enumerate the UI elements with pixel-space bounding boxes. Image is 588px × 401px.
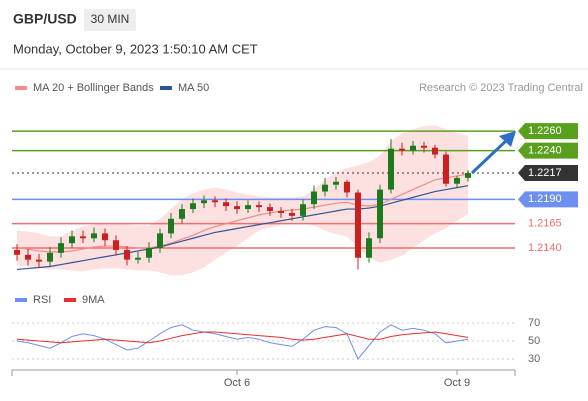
legend-swatch xyxy=(160,86,172,90)
candle-body xyxy=(36,259,42,262)
arrow-shaft xyxy=(470,137,510,175)
indicator-line xyxy=(16,331,469,344)
ma-line xyxy=(16,185,469,271)
candle-body xyxy=(25,254,31,260)
target-arrow xyxy=(470,131,516,175)
candle-body xyxy=(113,240,119,250)
legend-label: 9MA xyxy=(82,294,105,306)
candle-body xyxy=(168,218,174,234)
candle-body xyxy=(234,206,240,210)
candle-body xyxy=(47,252,53,262)
candle-body xyxy=(355,192,361,258)
candle-body xyxy=(212,200,218,203)
level-label-box xyxy=(518,165,578,182)
candle-body xyxy=(443,154,449,184)
y-tick-label: 30 xyxy=(528,353,540,365)
interval-box[interactable] xyxy=(84,9,136,31)
legend-swatch xyxy=(15,86,27,90)
candle-body xyxy=(80,236,86,239)
level-label-box xyxy=(518,191,578,208)
x-tick-label: Oct 9 xyxy=(444,377,470,389)
candle-body xyxy=(256,205,262,208)
indicator-line xyxy=(16,324,469,360)
candle-body xyxy=(344,181,350,193)
candle-body xyxy=(311,191,317,205)
level-label: 1.2165 xyxy=(528,218,562,230)
candle-body xyxy=(410,145,416,151)
candle-body xyxy=(300,204,306,216)
candle-body xyxy=(91,233,97,239)
symbol: GBP/USD xyxy=(13,11,77,27)
candle-body xyxy=(14,249,20,255)
level-label: 1.2260 xyxy=(528,125,562,137)
candle-body xyxy=(377,189,383,239)
candle-body xyxy=(179,209,185,219)
level-label: 1.2240 xyxy=(528,145,562,157)
candle-body xyxy=(201,200,207,204)
y-tick-label: 70 xyxy=(528,317,540,329)
candle-body xyxy=(157,233,163,248)
legend-label: MA 20 + Bollinger Bands xyxy=(33,82,154,94)
candle-body xyxy=(190,203,196,210)
legend-label: MA 50 xyxy=(178,82,209,94)
legend-label: RSI xyxy=(33,294,51,306)
x-tick-label: Oct 6 xyxy=(224,377,250,389)
candle-body xyxy=(135,257,141,260)
candle-body xyxy=(58,243,64,253)
candle-body xyxy=(289,212,295,216)
level-label-box xyxy=(518,142,578,159)
candle-body xyxy=(399,148,405,151)
candle-body xyxy=(454,177,460,184)
level-label: 1.2140 xyxy=(528,242,562,254)
candle-body xyxy=(432,147,438,155)
candle-body xyxy=(388,148,394,190)
candle-body xyxy=(245,205,251,210)
arrow-head xyxy=(499,131,516,147)
candle-body xyxy=(124,249,130,260)
candle-body xyxy=(223,202,229,207)
candle-body xyxy=(146,248,152,258)
legend-swatch xyxy=(64,298,76,302)
ma-line xyxy=(16,173,469,253)
level-label: 1.2190 xyxy=(528,193,562,205)
candle-body xyxy=(333,181,339,185)
interval[interactable]: 30 MIN xyxy=(91,12,130,26)
candle-body xyxy=(322,184,328,192)
candle-body xyxy=(267,207,273,211)
candle-body xyxy=(102,233,108,241)
candle-body xyxy=(421,145,427,148)
level-label-box xyxy=(518,123,578,140)
legend-swatch xyxy=(15,298,27,302)
candle-body xyxy=(465,173,471,178)
candle-body xyxy=(366,238,372,258)
candle-body xyxy=(69,236,75,244)
candle-body xyxy=(278,211,284,213)
timestamp: Monday, October 9, 2023 1:50:10 AM CET xyxy=(13,41,258,56)
level-label: 1.2217 xyxy=(528,167,562,179)
y-tick-label: 50 xyxy=(528,335,540,347)
credit: Research © 2023 Trading Central xyxy=(419,82,583,94)
